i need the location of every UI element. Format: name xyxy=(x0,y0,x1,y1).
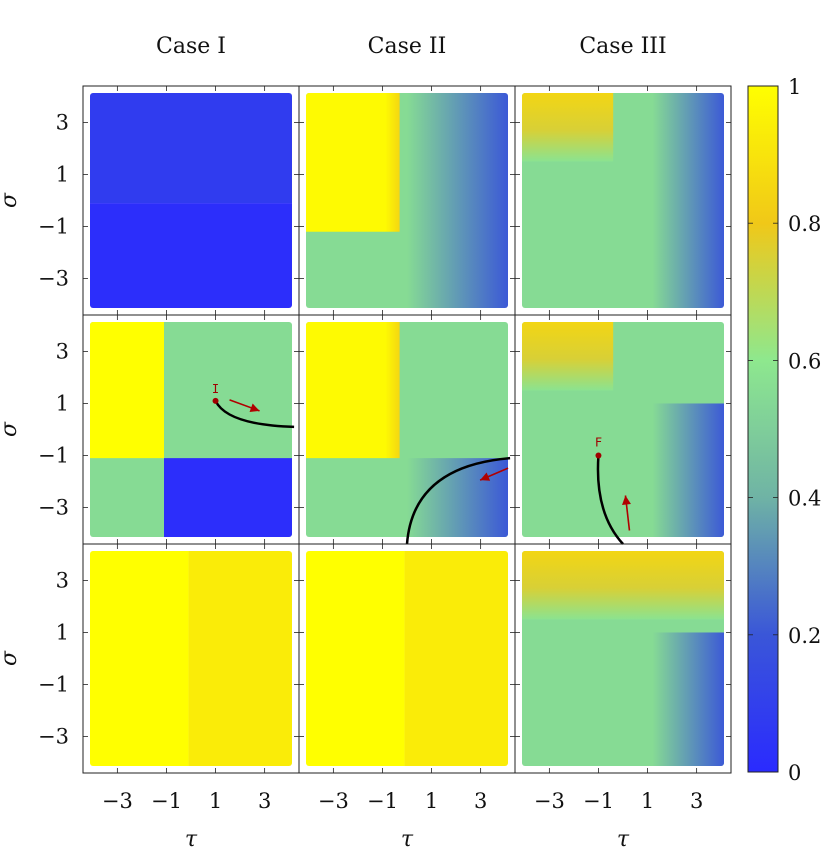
column-title-2: Case III xyxy=(579,34,666,59)
panel-1-2: F xyxy=(514,314,732,545)
x-tick-label: 1 xyxy=(425,789,438,813)
region-0-0-1 xyxy=(90,203,292,308)
trajectory-label: F xyxy=(595,436,602,450)
region-2-1-0 xyxy=(306,551,405,766)
trajectory-1-1 xyxy=(405,456,511,545)
panel-2-0 xyxy=(82,543,300,774)
x-tick-label: −3 xyxy=(534,789,565,813)
region-1-0-2 xyxy=(164,458,292,537)
region-2-0-0 xyxy=(90,551,189,766)
arrow-head xyxy=(622,495,631,505)
arrow-head xyxy=(480,472,491,481)
region-1-2-2 xyxy=(647,403,724,537)
panel-0-2 xyxy=(514,85,732,316)
y-tick-label: 1 xyxy=(56,162,69,186)
y-tick-label: −3 xyxy=(38,267,69,291)
x-axis-label: τ xyxy=(185,827,198,852)
colorbar: 0 0.2 0.4 0.6 0.8 1 xyxy=(747,75,821,785)
x-tick-label: 1 xyxy=(641,789,654,813)
y-tick-label: −1 xyxy=(38,215,69,239)
arrow-head xyxy=(249,403,260,413)
colorbar-gradient xyxy=(747,85,779,773)
panel-2-2 xyxy=(514,543,732,774)
region-0-0-0 xyxy=(90,93,292,204)
trajectory-label: I xyxy=(212,382,219,396)
trajectory-1-0 xyxy=(214,400,295,429)
panel-1-1 xyxy=(298,314,516,545)
y-tick-label: 1 xyxy=(56,620,69,644)
region-0-2-1 xyxy=(522,93,614,162)
region-0-1-1 xyxy=(306,93,400,232)
trajectory-1-2 xyxy=(596,455,624,545)
y-tick-label: −1 xyxy=(38,444,69,468)
y-tick-label: 3 xyxy=(56,339,69,363)
y-tick-label: 1 xyxy=(56,391,69,415)
y-axis-label: σ xyxy=(0,650,22,666)
colorbar-tick-label: 0.4 xyxy=(788,487,821,511)
panel-0-1 xyxy=(298,85,516,316)
x-axis-label: τ xyxy=(617,827,630,852)
y-tick-label: −3 xyxy=(38,496,69,520)
panels-layer: IF xyxy=(82,85,732,774)
column-title-0: Case I xyxy=(156,34,226,59)
x-tick-label: −3 xyxy=(102,789,133,813)
y-tick-label: 3 xyxy=(56,110,69,134)
x-tick-label: 3 xyxy=(474,789,487,813)
x-tick-label: −1 xyxy=(367,789,398,813)
region-2-2-2 xyxy=(652,632,724,766)
x-tick-label: −1 xyxy=(583,789,614,813)
x-tick-label: −1 xyxy=(151,789,182,813)
region-1-2-1 xyxy=(522,322,614,391)
colorbar-tick-label: 0.6 xyxy=(788,349,821,373)
y-tick-label: −3 xyxy=(38,725,69,749)
x-axis-label: τ xyxy=(401,827,414,852)
panel-1-0: I xyxy=(82,314,300,545)
panel-2-1 xyxy=(298,543,516,774)
colorbar-tick-label: 0.2 xyxy=(788,624,821,648)
colorbar-tick-label: 0.8 xyxy=(788,212,821,236)
column-title-1: Case II xyxy=(368,34,447,59)
y-tick-label: −1 xyxy=(38,673,69,697)
colorbar-tick-label: 0 xyxy=(788,761,801,785)
region-2-2-1 xyxy=(522,551,724,620)
trajectory-point xyxy=(595,452,602,459)
region-1-0-1 xyxy=(90,322,164,459)
x-tick-label: −3 xyxy=(318,789,349,813)
y-axis-label: σ xyxy=(0,192,22,208)
region-2-1-1 xyxy=(404,551,508,766)
x-tick-label: 3 xyxy=(258,789,271,813)
panel-frame-2-2 xyxy=(514,543,732,774)
panel-0-0 xyxy=(82,85,300,316)
region-1-1-1 xyxy=(306,322,400,459)
region-2-0-1 xyxy=(188,551,292,766)
trajectory-point xyxy=(212,397,219,404)
x-tick-label: 3 xyxy=(690,789,703,813)
x-tick-label: 1 xyxy=(209,789,222,813)
colorbar-tick-label: 1 xyxy=(788,75,801,99)
y-tick-label: 3 xyxy=(56,568,69,592)
y-axis-label: σ xyxy=(0,421,22,437)
